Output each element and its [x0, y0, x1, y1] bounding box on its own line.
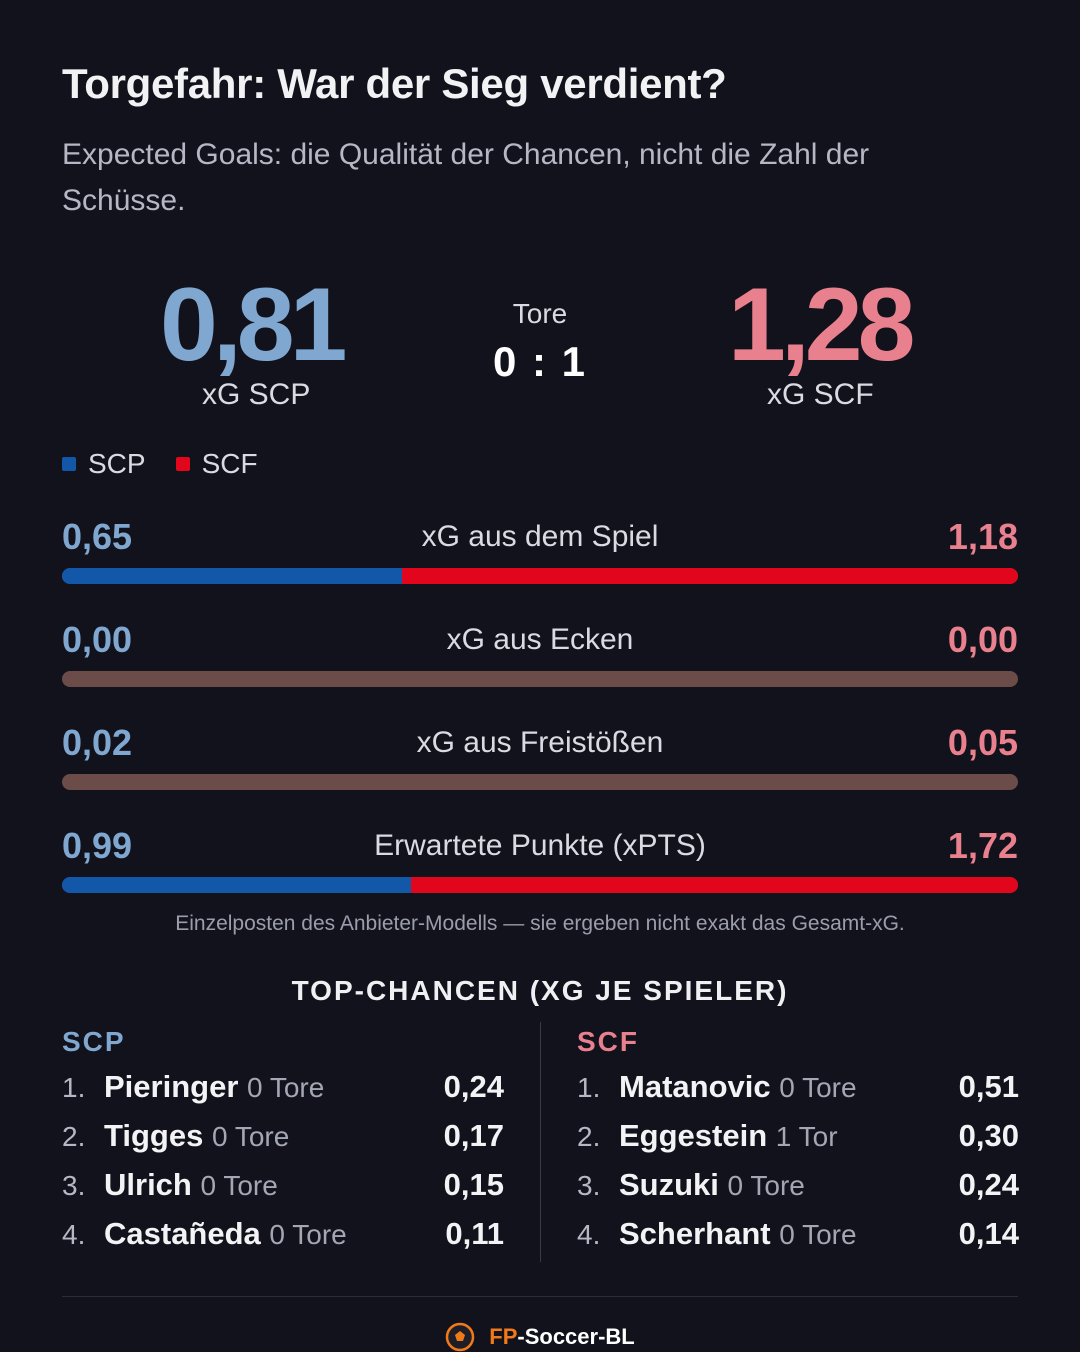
brand-suffix: -Soccer-BL [517, 1324, 635, 1349]
legend-swatch-home [62, 457, 76, 471]
metric-corners: 0,00 xG aus Ecken 0,00 [62, 619, 1018, 699]
metric-bar [62, 877, 1018, 893]
column-divider [540, 1022, 541, 1262]
football-icon [446, 1322, 475, 1352]
legend-swatch-away [175, 457, 190, 471]
footnote: Einzelposten des Anbieter-Modells — sie … [175, 912, 905, 935]
player-rank: 1. [577, 1072, 601, 1103]
player-name: Matanovic [619, 1069, 771, 1104]
score-label: Tore [512, 298, 568, 329]
list-item: 4. Scherhant 0 Tore 0,14 [577, 1209, 1019, 1258]
metric-label: xG aus Freistößen [416, 726, 664, 759]
list-item: 3. Ulrich 0 Tore 0,15 [62, 1160, 504, 1209]
metric-label: Erwartete Punkte (xPTS) [374, 829, 706, 862]
away-xg-label: xG SCF [767, 378, 874, 411]
list-item: 1. Matanovic 0 Tore 0,51 [577, 1062, 1019, 1111]
legend-label-away: SCF [201, 448, 258, 479]
player-goals: 0 Tore [779, 1219, 857, 1250]
player-goals: 1 Tor [775, 1121, 838, 1152]
list-item: 2. Tigges 0 Tore 0,17 [62, 1111, 504, 1160]
player-xg: 0,30 [958, 1118, 1019, 1153]
metric-home-value: 0,65 [62, 516, 133, 557]
away-top-chances: SCF 1. Matanovic 0 Tore 0,51 2. Eggestein … [577, 1022, 1019, 1258]
player-goals: 0 Tore [200, 1170, 278, 1201]
player-rank: 4. [577, 1219, 601, 1250]
brand-prefix: FP [489, 1324, 518, 1349]
away-xg-total: 1,28 [728, 267, 915, 383]
away-team-heading: SCF [577, 1026, 639, 1057]
legend-label-home: SCP [88, 448, 146, 479]
player-xg: 0,24 [443, 1069, 504, 1104]
legend-item-away: SCF [175, 448, 258, 480]
metric-bar [62, 774, 1018, 790]
player-name: Scherhant [619, 1216, 771, 1251]
player-rank: 2. [62, 1121, 86, 1152]
player-rank: 1. [62, 1072, 86, 1103]
player-xg: 0,51 [958, 1069, 1019, 1104]
score-value: 0 : 1 [492, 338, 588, 385]
player-goals: 0 Tore [211, 1121, 290, 1152]
metric-bar [62, 568, 1018, 584]
home-team-heading: SCP [62, 1026, 126, 1057]
metric-bar-home [62, 568, 402, 584]
player-name: Suzuki [619, 1167, 719, 1202]
list-item: 4. Castañeda 0 Tore 0,11 [62, 1209, 504, 1258]
list-item: 3. Suzuki 0 Tore 0,24 [577, 1160, 1019, 1209]
metric-bar-home [62, 877, 412, 893]
metric-away-value: 1,18 [947, 516, 1018, 557]
player-goals: 0 Tore [727, 1170, 805, 1201]
metric-label: xG aus dem Spiel [421, 520, 659, 553]
legend-item-home: SCP [62, 448, 146, 480]
metric-home-value: 0,00 [62, 619, 133, 660]
player-name: Castañeda [104, 1216, 261, 1251]
player-xg: 0,24 [958, 1167, 1019, 1202]
player-name: Eggestein [619, 1118, 768, 1153]
top-chances-title: TOP-CHANCEN (XG JE SPIELER) [291, 975, 789, 1006]
metric-xpts: 0,99 Erwartete Punkte (xPTS) 1,72 [62, 825, 1018, 905]
metric-away-value: 0,00 [947, 619, 1018, 660]
player-xg: 0,11 [445, 1216, 504, 1251]
legend: SCP SCF [62, 448, 288, 480]
brand: FP -Soccer-BL [62, 1322, 1018, 1352]
player-goals: 0 Tore [247, 1072, 325, 1103]
player-xg: 0,15 [443, 1167, 504, 1202]
infographic: Torgefahr: War der Sieg verdient? Expect… [62, 0, 1019, 1352]
metric-free-kicks: 0,02 xG aus Freistößen 0,05 [62, 722, 1018, 802]
player-xg: 0,14 [958, 1216, 1019, 1251]
player-rank: 4. [62, 1219, 86, 1250]
player-goals: 0 Tore [779, 1072, 857, 1103]
player-rank: 3. [577, 1170, 601, 1201]
metric-label: xG aus Ecken [446, 623, 634, 656]
bottom-divider [62, 1296, 1018, 1297]
list-item: 2. Eggestein 1 Tor 0,30 [577, 1111, 1019, 1160]
player-name: Pieringer [104, 1069, 239, 1104]
player-name: Ulrich [104, 1167, 192, 1202]
player-rank: 2. [577, 1121, 601, 1152]
home-top-chances: SCP 1. Pieringer 0 Tore 0,24 2. Tigges 0 T… [62, 1022, 504, 1258]
metric-away-value: 1,72 [947, 825, 1018, 866]
page-subtitle: Expected Goals: die Qualität der Chancen… [62, 138, 870, 217]
metric-open-play: 0,65 xG aus dem Spiel 1,18 [62, 516, 1018, 596]
player-xg: 0,17 [443, 1118, 504, 1153]
metric-away-value: 0,05 [947, 722, 1018, 763]
player-name: Tigges [104, 1118, 204, 1153]
metric-bar-away [401, 568, 1018, 584]
list-item: 1. Pieringer 0 Tore 0,24 [62, 1062, 504, 1111]
player-goals: 0 Tore [269, 1219, 347, 1250]
metric-bar [62, 671, 1018, 687]
home-xg-label: xG SCP [202, 378, 311, 411]
metric-home-value: 0,02 [62, 722, 133, 763]
home-xg-total: 0,81 [160, 267, 347, 383]
player-rank: 3. [62, 1170, 86, 1201]
metric-home-value: 0,99 [62, 825, 133, 866]
metric-bar-away [411, 877, 1018, 893]
page-title: Torgefahr: War der Sieg verdient? [62, 60, 727, 107]
